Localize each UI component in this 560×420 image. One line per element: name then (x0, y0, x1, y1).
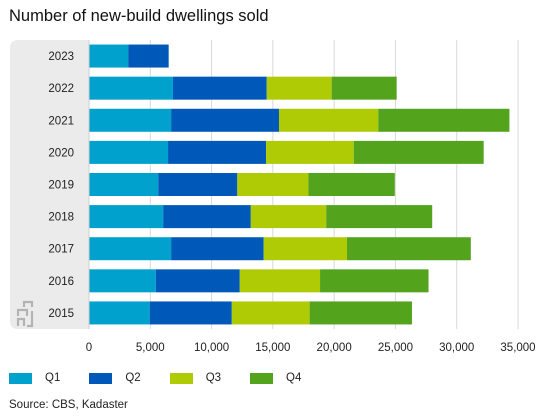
cbs-logo-icon (16, 300, 34, 328)
x-tick-label: 5,000 (136, 342, 165, 354)
bar-segment (266, 76, 332, 100)
bar-segment (250, 205, 327, 229)
legend-label-q4: Q4 (286, 372, 302, 384)
bar-segment (171, 108, 279, 132)
x-tick-label: 35,000 (500, 342, 535, 354)
bar-segment (320, 269, 429, 293)
legend-swatch-q1 (9, 372, 32, 384)
category-label: 2023 (48, 51, 74, 63)
bar-segment (278, 108, 379, 132)
bar-segment (353, 140, 484, 164)
bar-segment (89, 269, 156, 293)
category-label: 2016 (48, 276, 74, 288)
category-label-panel (10, 40, 89, 329)
bar-segment (89, 173, 159, 196)
bar-segment (309, 301, 412, 325)
bar-segment (378, 108, 510, 132)
category-label: 2019 (48, 180, 74, 192)
bar-segment (89, 44, 129, 68)
bar-segment (263, 237, 348, 261)
legend-item-q2: Q2 (89, 372, 141, 384)
bar-segment (155, 269, 240, 293)
bar-segment (89, 301, 150, 325)
bar-segment (163, 205, 251, 229)
chart-legend: Q1 Q2 Q3 Q4 (9, 372, 330, 384)
category-label: 2015 (48, 308, 74, 320)
bar-segment (308, 173, 395, 196)
legend-swatch-q3 (169, 372, 193, 384)
bar-segment (231, 301, 310, 325)
bar-segment (158, 173, 238, 196)
category-label: 2017 (48, 244, 74, 256)
bar-segment (149, 301, 232, 325)
category-label: 2018 (48, 212, 74, 224)
x-tick-label: 0 (86, 342, 92, 354)
bar-segment (347, 237, 471, 261)
category-label: 2020 (48, 147, 74, 159)
bar-segment (168, 140, 267, 164)
bar-segment (326, 205, 433, 229)
legend-swatch-q4 (250, 372, 274, 384)
bar-segment (89, 76, 173, 100)
category-label: 2022 (48, 83, 74, 95)
bar-segment (128, 44, 169, 68)
bar-segment (89, 205, 164, 229)
bar-segment (89, 108, 172, 132)
bar-segment (89, 237, 172, 261)
x-tick-label: 25,000 (378, 342, 413, 354)
bar-segment (331, 76, 397, 100)
legend-label-q2: Q2 (125, 372, 141, 384)
legend-label-q3: Q3 (205, 372, 222, 384)
bar-segment (171, 237, 264, 261)
bar-segment (239, 269, 321, 293)
source-note: Source: CBS, Kadaster (9, 399, 128, 411)
bar-segment (266, 140, 354, 164)
legend-item-q1: Q1 (9, 372, 60, 384)
bar-segment (89, 140, 169, 164)
legend-item-q4: Q4 (250, 372, 301, 384)
x-tick-label: 10,000 (194, 342, 229, 354)
x-tick-label: 20,000 (317, 342, 352, 354)
bar-segment (237, 173, 309, 196)
legend-swatch-q2 (89, 372, 113, 384)
bar-segment (172, 76, 267, 100)
x-tick-label: 30,000 (439, 342, 474, 354)
category-label: 2021 (48, 115, 74, 127)
x-tick-label: 15,000 (255, 342, 290, 354)
legend-item-q3: Q3 (169, 372, 222, 384)
chart-title: Number of new-build dwellings sold (9, 7, 269, 25)
stacked-bar-chart: 0 5,000 10,000 15,000 20,000 25,000 30,000 35,0… (10, 40, 536, 354)
legend-label-q1: Q1 (45, 372, 61, 384)
